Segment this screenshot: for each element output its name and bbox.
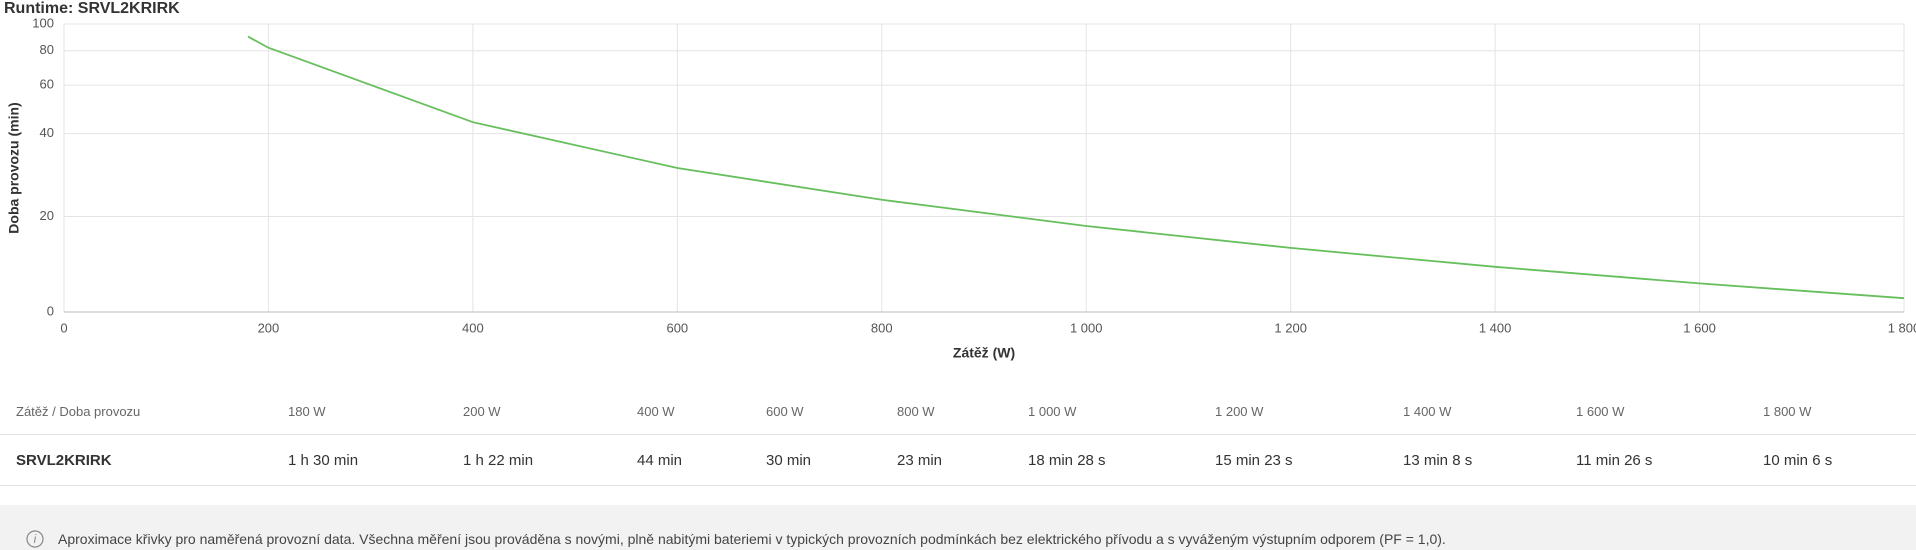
x-tick-label: 1 200 — [1274, 320, 1307, 335]
table-cell: SRVL2KRIRK — [16, 452, 112, 469]
y-tick-label: 40 — [40, 125, 54, 140]
x-tick-label: 0 — [60, 320, 67, 335]
x-tick-label: 800 — [871, 320, 893, 335]
table-header-cell: 400 W — [637, 404, 675, 419]
x-tick-label: 200 — [258, 320, 280, 335]
table-cell: 15 min 23 s — [1215, 452, 1293, 469]
svg-text:i: i — [34, 532, 37, 546]
chart-title: Runtime: SRVL2KRIRK — [4, 0, 180, 17]
table-cell: 13 min 8 s — [1403, 452, 1473, 469]
x-tick-label: 1 000 — [1070, 320, 1103, 335]
y-tick-label: 100 — [32, 15, 54, 30]
series-line — [247, 35, 1905, 300]
x-tick-label: 1 400 — [1479, 320, 1512, 335]
table-cell: 30 min — [766, 452, 812, 469]
table-header-cell: 180 W — [288, 404, 326, 419]
table-header-cell: 800 W — [897, 404, 935, 419]
y-tick-label: 0 — [47, 303, 54, 318]
table-cell: 10 min 6 s — [1763, 452, 1833, 469]
table-cell: 1 h 30 min — [288, 452, 359, 469]
info-icon: i — [26, 530, 44, 548]
y-axis-label: Doba provozu (min) — [6, 102, 22, 233]
row-separator — [0, 434, 1916, 435]
table-cell: 23 min — [897, 452, 943, 469]
table-header-cell: 200 W — [463, 404, 501, 419]
table-header-cell: 1 600 W — [1576, 404, 1625, 419]
table-cell: 18 min 28 s — [1028, 452, 1106, 469]
y-tick-label: 20 — [40, 208, 54, 223]
chart: Runtime: SRVL2KRIRK Doba provozu (min) 0 2… — [4, 0, 1916, 361]
table-header-cell: 1 800 W — [1763, 404, 1812, 419]
x-tick-label: 600 — [666, 320, 688, 335]
x-tick-label: 400 — [462, 320, 484, 335]
table-cell: 11 min 26 s — [1576, 452, 1653, 469]
table-header-cell: 1 400 W — [1403, 404, 1452, 419]
y-tick-label: 60 — [40, 77, 54, 92]
table-header-cell: Zátěž / Doba provozu — [16, 404, 141, 419]
table-header-cell: 1 200 W — [1215, 404, 1264, 419]
table-header-cell: 1 000 W — [1028, 404, 1077, 419]
note-box: i Aproximace křivky pro naměřená provozn… — [0, 505, 1916, 550]
table-cell: 44 min — [637, 452, 683, 469]
x-tick-label: 1 800 — [1888, 320, 1916, 335]
row-separator — [0, 485, 1916, 486]
table-cell: 1 h 22 min — [463, 452, 534, 469]
x-axis-label: Zátěž (W) — [953, 345, 1015, 361]
note-text: Aproximace křivky pro naměřená provozní … — [58, 531, 1446, 547]
y-tick-label: 80 — [40, 42, 54, 57]
table-header-cell: 600 W — [766, 404, 804, 419]
x-tick-label: 1 600 — [1683, 320, 1716, 335]
